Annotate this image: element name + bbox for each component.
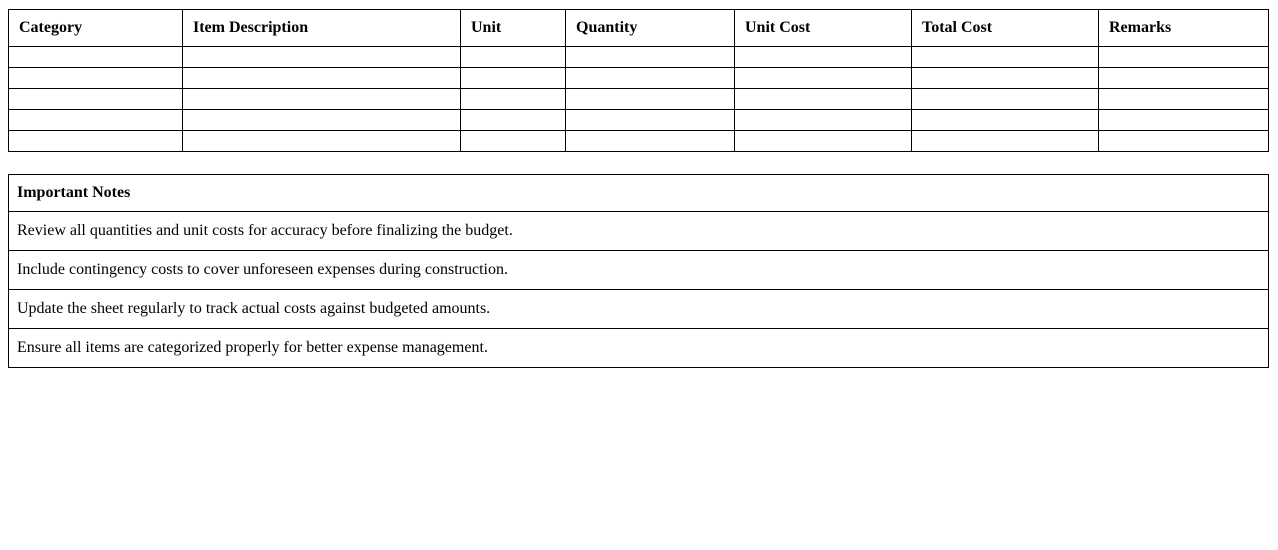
empty-cell [734, 109, 912, 131]
empty-cell [182, 46, 461, 68]
empty-cell [734, 130, 912, 152]
table-row [8, 130, 1269, 152]
empty-cell [460, 88, 566, 110]
table-row [8, 67, 1269, 89]
column-header-total-cost: Total Cost [911, 9, 1099, 47]
empty-cell [460, 46, 566, 68]
empty-cell [911, 46, 1099, 68]
note-text: Include contingency costs to cover unfor… [8, 250, 1269, 290]
column-header-category: Category [8, 9, 183, 47]
empty-cell [1098, 130, 1269, 152]
empty-cell [565, 88, 735, 110]
empty-cell [182, 109, 461, 131]
empty-cell [911, 88, 1099, 110]
notes-title: Important Notes [8, 174, 1269, 212]
empty-cell [460, 130, 566, 152]
empty-cell [182, 130, 461, 152]
empty-cell [460, 67, 566, 89]
note-row: Update the sheet regularly to track actu… [8, 289, 1269, 329]
table-row [8, 109, 1269, 131]
note-text: Ensure all items are categorized properl… [8, 328, 1269, 368]
column-header-unit: Unit [460, 9, 566, 47]
note-text: Update the sheet regularly to track actu… [8, 289, 1269, 329]
empty-cell [734, 88, 912, 110]
column-header-item-description: Item Description [182, 9, 461, 47]
column-header-remarks: Remarks [1098, 9, 1269, 47]
note-row: Include contingency costs to cover unfor… [8, 250, 1269, 290]
empty-cell [182, 88, 461, 110]
empty-cell [460, 109, 566, 131]
important-notes-table: Important Notes Review all quantities an… [8, 174, 1269, 368]
budget-table-header-row: Category Item Description Unit Quantity … [8, 9, 1269, 47]
empty-cell [911, 67, 1099, 89]
empty-cell [8, 109, 183, 131]
empty-cell [565, 46, 735, 68]
empty-cell [734, 67, 912, 89]
empty-cell [182, 67, 461, 89]
table-row [8, 46, 1269, 68]
empty-cell [1098, 88, 1269, 110]
empty-cell [565, 67, 735, 89]
empty-cell [8, 88, 183, 110]
empty-cell [1098, 67, 1269, 89]
empty-cell [565, 130, 735, 152]
budget-table: Category Item Description Unit Quantity … [8, 9, 1269, 152]
empty-cell [8, 46, 183, 68]
empty-cell [911, 109, 1099, 131]
column-header-unit-cost: Unit Cost [734, 9, 912, 47]
empty-cell [734, 46, 912, 68]
note-row: Ensure all items are categorized properl… [8, 328, 1269, 368]
note-row: Review all quantities and unit costs for… [8, 211, 1269, 251]
column-header-quantity: Quantity [565, 9, 735, 47]
empty-cell [8, 67, 183, 89]
empty-cell [911, 130, 1099, 152]
empty-cell [8, 130, 183, 152]
empty-cell [565, 109, 735, 131]
table-row [8, 88, 1269, 110]
empty-cell [1098, 46, 1269, 68]
notes-header-row: Important Notes [8, 174, 1269, 212]
empty-cell [1098, 109, 1269, 131]
note-text: Review all quantities and unit costs for… [8, 211, 1269, 251]
